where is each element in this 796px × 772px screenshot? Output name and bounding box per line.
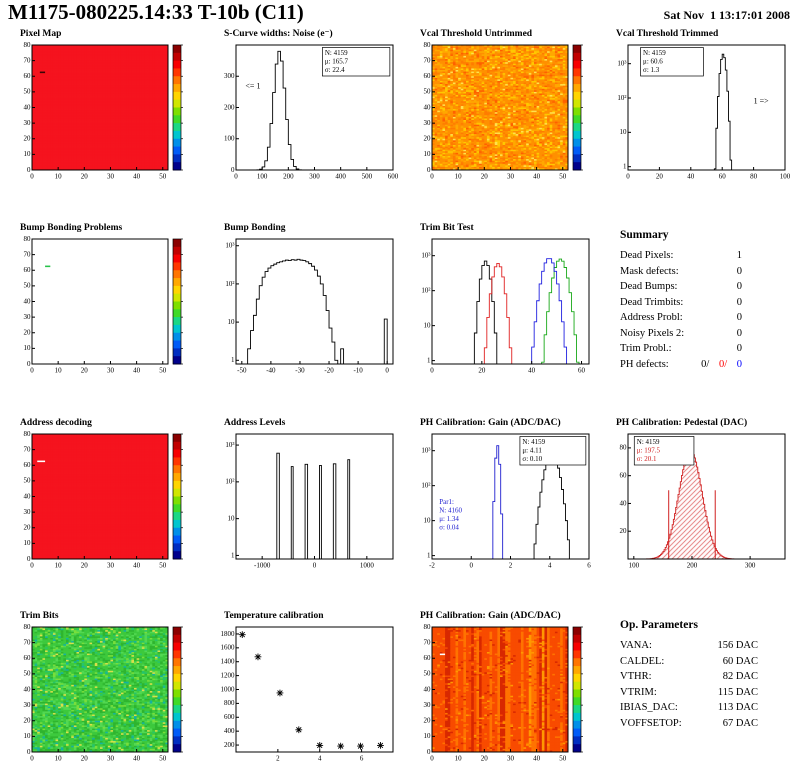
bump-bonding-plot	[210, 234, 402, 380]
op-value: 67 DAC	[722, 717, 758, 729]
summary-label: Mask defects:	[620, 265, 679, 277]
summary-row-ph-defects: PH defects: 0/ 0/ 0	[620, 357, 742, 373]
ph-pedestal-plot	[602, 429, 794, 575]
bump-bonding-title: Bump Bonding	[224, 223, 286, 233]
op-row-ibias: IBIAS_DAC: 113 DAC	[620, 700, 758, 716]
summary-row-mask-defects: Mask defects: 0	[620, 264, 742, 280]
op-parameters-title: Op. Parameters	[620, 619, 698, 631]
summary-value: 1	[736, 250, 742, 261]
bump-problems-plot	[6, 234, 198, 380]
op-label: CALDEL:	[620, 655, 665, 667]
op-row-caldel: CALDEL: 60 DAC	[620, 654, 758, 670]
summary-label: Trim Probl.:	[620, 343, 672, 354]
ph-gain-title: PH Calibration: Gain (ADC/DAC)	[420, 418, 561, 428]
summary-row-dead-pixels: Dead Pixels: 1	[620, 248, 742, 264]
op-value: 156 DAC	[717, 640, 758, 651]
ph-gain-map-title: PH Calibration: Gain (ADC/DAC)	[420, 611, 561, 621]
op-value: 60 DAC	[722, 655, 758, 667]
vcal-untrimmed-title: Vcal Threshold Untrimmed	[420, 29, 533, 39]
panel-address-levels: Address Levels	[210, 417, 402, 577]
summary-value: 0	[736, 327, 742, 339]
summary-row-dead-trimbits: Dead Trimbits: 0	[620, 295, 742, 311]
op-label: VTHR:	[620, 671, 652, 682]
op-label: VOFFSETOP:	[620, 717, 682, 729]
op-label: VTRIM:	[620, 686, 657, 698]
op-value: 113 DAC	[717, 702, 758, 713]
scurve-noise-plot	[210, 40, 402, 186]
summary-label: PH defects:	[620, 358, 669, 370]
trim-bits-title: Trim Bits	[20, 611, 59, 621]
scurve-noise-title: S-Curve widths: Noise (e⁻)	[224, 29, 333, 39]
pixel-map-plot	[6, 40, 198, 186]
panel-scurve-noise: S-Curve widths: Noise (e⁻)	[210, 28, 402, 188]
panel-vcal-untrimmed: Vcal Threshold Untrimmed	[406, 28, 598, 188]
summary-label: Noisy Pixels 2:	[620, 327, 685, 339]
panel-ph-gain: PH Calibration: Gain (ADC/DAC)	[406, 417, 598, 577]
op-label: IBIAS_DAC:	[620, 702, 678, 713]
ph-defects-value-3: 0	[736, 358, 742, 370]
op-row-vthr: VTHR: 82 DAC	[620, 669, 758, 685]
summary-value: 0	[736, 343, 742, 354]
bump-problems-title: Bump Bonding Problems	[20, 223, 123, 233]
summary-value: 0	[736, 265, 742, 277]
vcal-trimmed-title: Vcal Threshold Trimmed	[616, 29, 719, 39]
op-value: 115 DAC	[717, 686, 758, 698]
ph-defects-value-1: 0/	[701, 358, 710, 370]
ph-defects-value-2: 0/	[718, 358, 728, 370]
page-title: M1175-080225.14:33 T-10b (C11)	[8, 0, 304, 24]
summary-value: 0	[736, 296, 742, 308]
panel-bump-bonding: Bump Bonding	[210, 222, 402, 382]
trim-bits-plot	[6, 622, 198, 768]
address-levels-title: Address Levels	[224, 418, 286, 428]
trim-bit-test-title: Trim Bit Test	[420, 223, 474, 233]
op-label: VANA:	[620, 640, 652, 651]
temp-calib-plot	[210, 622, 402, 768]
op-value: 82 DAC	[722, 671, 758, 682]
address-decoding-plot	[6, 429, 198, 575]
timestamp: Sat Nov 1 13:17:01 2008	[663, 8, 790, 22]
pixel-map-title: Pixel Map	[20, 29, 62, 39]
summary-row-address-probl: Address Probl: 0	[620, 310, 742, 326]
summary-value: 0	[736, 312, 742, 323]
ph-pedestal-title: PH Calibration: Pedestal (DAC)	[616, 418, 748, 428]
panel-trim-bits: Trim Bits	[6, 610, 198, 770]
summary-panel: Summary Dead Pixels: 1 Mask defects: 0 D…	[620, 229, 742, 372]
trim-bit-test-plot	[406, 234, 598, 380]
panel-ph-pedestal: PH Calibration: Pedestal (DAC)	[602, 417, 794, 577]
panel-bump-problems: Bump Bonding Problems	[6, 222, 198, 382]
op-row-voffsetop: VOFFSETOP: 67 DAC	[620, 716, 758, 732]
panel-ph-gain-map: PH Calibration: Gain (ADC/DAC)	[406, 610, 598, 770]
summary-value: 0	[736, 281, 742, 292]
summary-row-dead-bumps: Dead Bumps: 0	[620, 279, 742, 295]
summary-title: Summary	[620, 229, 669, 241]
panel-pixel-map: Pixel Map	[6, 28, 198, 188]
vcal-untrimmed-plot	[406, 40, 598, 186]
address-decoding-title: Address decoding	[20, 418, 92, 428]
ph-gain-map-plot	[406, 622, 598, 768]
summary-label: Address Probl:	[620, 312, 683, 323]
op-row-vtrim: VTRIM: 115 DAC	[620, 685, 758, 701]
temp-calib-title: Temperature calibration	[224, 611, 324, 621]
summary-label: Dead Bumps:	[620, 281, 678, 292]
op-parameters-panel: Op. Parameters VANA: 156 DAC CALDEL: 60 …	[620, 619, 758, 731]
panel-trim-bit-test: Trim Bit Test	[406, 222, 598, 382]
summary-row-trim-probl: Trim Probl.: 0	[620, 341, 742, 357]
panel-vcal-trimmed: Vcal Threshold Trimmed	[602, 28, 794, 188]
summary-row-noisy-pixels: Noisy Pixels 2: 0	[620, 326, 742, 342]
vcal-trimmed-plot	[602, 40, 794, 186]
ph-defects-values: 0/ 0/ 0	[694, 357, 742, 373]
panel-address-decoding: Address decoding	[6, 417, 198, 577]
op-row-vana: VANA: 156 DAC	[620, 638, 758, 654]
summary-label: Dead Pixels:	[620, 250, 674, 261]
summary-label: Dead Trimbits:	[620, 296, 684, 308]
panel-temp-calib: Temperature calibration	[210, 610, 402, 770]
ph-gain-plot	[406, 429, 598, 575]
address-levels-plot	[210, 429, 402, 575]
